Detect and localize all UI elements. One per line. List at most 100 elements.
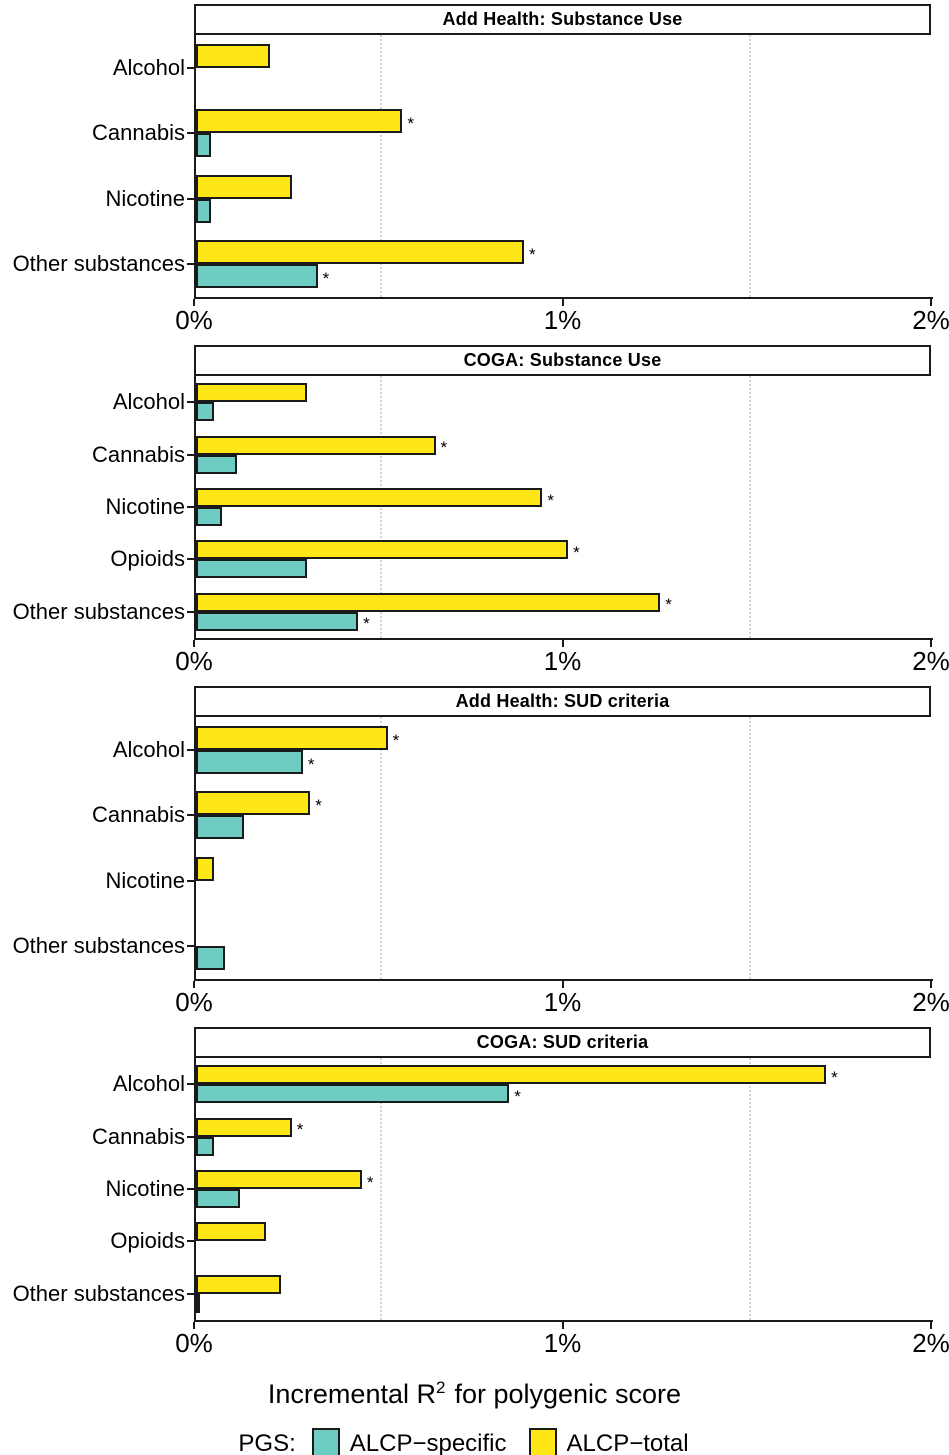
panel-add-health-substance-use: Add Health: Substance Use Alcohol Cannabi…	[0, 4, 949, 339]
axis-title-superscript: 2	[435, 1378, 446, 1397]
x-axis: 0% 1% 2%	[175, 981, 949, 1021]
bar-alcp-specific	[196, 749, 303, 774]
significance-asterisk: *	[514, 1086, 521, 1106]
bar-alcp-total	[196, 240, 524, 265]
bar-alcp-specific	[196, 264, 318, 289]
bar-alcp-total	[196, 43, 270, 68]
plot-area: * * *	[194, 717, 933, 981]
category-label: Opioids	[110, 546, 185, 572]
minor-gridline	[748, 35, 751, 297]
x-axis-tick	[930, 640, 932, 647]
category-label: Cannabis	[92, 1123, 185, 1149]
category-label: Other substances	[12, 251, 185, 277]
minor-gridline	[748, 376, 751, 638]
x-axis-tick	[930, 981, 932, 988]
category-label: Opioids	[110, 1228, 185, 1254]
plot-row: Alcohol Cannabis Nicotine Opioids Other subs…	[0, 376, 949, 640]
bar-alcp-total	[196, 856, 215, 881]
category-label: Other substances	[12, 598, 185, 624]
y-axis-tick	[187, 263, 194, 266]
category-label: Nicotine	[105, 1176, 185, 1201]
bar-alcp-specific	[196, 402, 215, 422]
legend-swatch-alcp-specific	[311, 1428, 340, 1455]
bar-alcp-specific	[196, 1084, 510, 1104]
y-axis-tick	[187, 748, 194, 751]
category-label: Nicotine	[105, 867, 185, 893]
bar-alcp-specific	[196, 454, 237, 474]
bar-alcp-specific	[196, 198, 211, 223]
plot-area: * * * *	[194, 1058, 933, 1322]
y-axis-tick	[187, 610, 194, 613]
bar-alcp-total	[196, 488, 543, 507]
x-axis-tick-label: 1%	[543, 305, 582, 335]
bar-alcp-total	[196, 1065, 827, 1085]
category-label: Cannabis	[92, 120, 185, 146]
x-axis-tick-label: 1%	[543, 1328, 582, 1358]
panel-coga-sud-criteria: COGA: SUD criteria Alcohol Cannabis Nicoti…	[0, 1027, 949, 1362]
significance-asterisk: *	[407, 114, 414, 134]
minor-gridline	[748, 717, 751, 979]
y-axis-tick	[187, 453, 194, 456]
minor-gridline	[380, 1058, 383, 1320]
x-axis-tick-label: 2%	[912, 987, 949, 1017]
panel-title-strip: COGA: SUD criteria	[194, 1027, 931, 1058]
plot-area: * * * * *	[194, 376, 933, 640]
x-axis: 0% 1% 2%	[175, 640, 949, 680]
x-axis-title: Incremental R2 for polygenic score	[0, 1378, 949, 1410]
panel-title-strip: Add Health: Substance Use	[194, 4, 931, 35]
x-axis: 0% 1% 2%	[175, 1322, 949, 1362]
bar-alcp-total	[196, 540, 569, 560]
x-axis-tick-label: 1%	[543, 646, 582, 676]
panel-coga-substance-use: COGA: Substance Use Alcohol Cannabis Nicot…	[0, 345, 949, 680]
significance-asterisk: *	[392, 730, 400, 750]
bar-alcp-specific	[196, 815, 244, 840]
x-axis-tick	[193, 299, 195, 306]
x-axis-tick-label: 0%	[175, 1328, 213, 1358]
bar-alcp-specific	[196, 946, 226, 971]
x-axis-tick	[561, 1322, 564, 1329]
significance-asterisk: *	[322, 269, 330, 289]
bar-alcp-specific	[196, 559, 307, 579]
significance-asterisk: *	[307, 754, 315, 774]
x-axis-tick-label: 2%	[912, 1328, 949, 1358]
x-axis-tick	[193, 981, 195, 988]
y-axis-tick	[187, 879, 194, 882]
x-axis-tick	[561, 299, 564, 306]
panel-add-health-sud-criteria: Add Health: SUD criteria Alcohol Cannabis…	[0, 686, 949, 1021]
significance-asterisk: *	[296, 1120, 304, 1140]
significance-asterisk: *	[665, 595, 672, 615]
panel-title: Add Health: SUD criteria	[455, 691, 670, 711]
bar-alcp-total	[196, 174, 292, 199]
plot-row: Alcohol Cannabis Nicotine Other substances …	[0, 717, 949, 981]
y-axis-tick	[187, 1083, 194, 1086]
x-axis-tick-label: 0%	[175, 305, 213, 335]
bar-alcp-specific	[196, 1293, 200, 1313]
bar-alcp-total	[196, 435, 436, 455]
bar-alcp-total	[196, 383, 307, 403]
x-axis-tick	[930, 299, 932, 306]
bar-alcp-specific	[196, 133, 211, 158]
bar-alcp-total	[196, 725, 388, 750]
significance-asterisk: *	[363, 614, 370, 634]
panel-title-strip: COGA: Substance Use	[194, 345, 931, 376]
significance-asterisk: *	[440, 438, 448, 458]
y-axis-tick	[187, 132, 194, 135]
y-axis-tick	[187, 1135, 194, 1138]
category-label: Alcohol	[112, 389, 185, 415]
plot-area: * * *	[194, 35, 933, 299]
legend-label-alcp-total: ALCP−total	[566, 1429, 689, 1455]
y-axis-labels: Alcohol Cannabis Nicotine Opioids Other subs…	[0, 1058, 194, 1320]
y-axis-labels: Alcohol Cannabis Nicotine Other substances	[0, 717, 194, 979]
x-axis: 0% 1% 2%	[175, 299, 949, 339]
x-axis-tick-label: 0%	[175, 987, 213, 1017]
x-axis-tick-label: 2%	[912, 305, 949, 335]
significance-asterisk: *	[315, 796, 322, 816]
bar-alcp-total	[196, 1117, 292, 1137]
y-axis-tick	[187, 66, 194, 69]
y-axis-tick	[187, 197, 194, 200]
panel-title-strip: Add Health: SUD criteria	[194, 686, 931, 717]
legend-title: PGS:	[238, 1429, 296, 1455]
category-label: Cannabis	[92, 802, 185, 828]
minor-gridline	[748, 1058, 751, 1320]
